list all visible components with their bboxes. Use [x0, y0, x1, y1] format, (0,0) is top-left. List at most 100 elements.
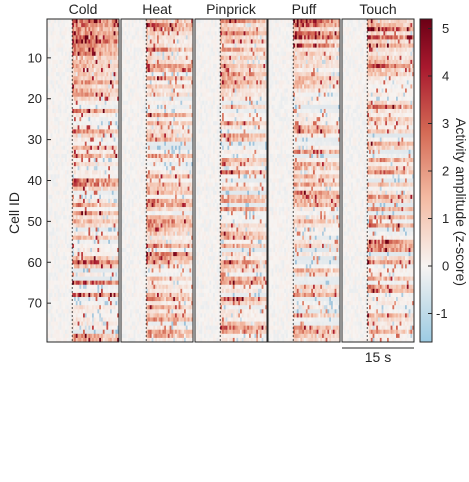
heat-cell: [90, 162, 93, 167]
heat-cell: [63, 260, 66, 265]
heat-cell: [106, 231, 109, 236]
heat-cell: [57, 239, 60, 245]
heat-cell: [128, 145, 131, 151]
heat-cell: [131, 100, 134, 106]
heat-cell: [169, 198, 172, 204]
heat-cell: [57, 153, 60, 159]
heat-cell: [113, 72, 116, 77]
heat-cell: [101, 23, 104, 28]
heat-cell: [111, 31, 114, 36]
heat-cell: [153, 31, 156, 36]
heat-cell: [162, 178, 165, 183]
heat-cell: [54, 63, 57, 69]
heat-cell: [106, 194, 109, 200]
heat-cell: [56, 68, 59, 73]
heat-cell: [54, 137, 57, 142]
heat-cell: [48, 329, 51, 335]
heat-cell: [50, 321, 53, 326]
heat-cell: [88, 280, 91, 286]
heat-cell: [146, 51, 149, 57]
heat-cell: [182, 194, 185, 200]
heat-cell: [184, 39, 187, 44]
heat-cell: [111, 39, 114, 44]
heat-cell: [167, 92, 170, 97]
heat-cell: [74, 76, 77, 81]
heat-cell: [111, 211, 114, 216]
heat-cell: [167, 68, 170, 73]
heat-cell: [126, 182, 129, 187]
heat-cell: [75, 186, 78, 192]
heat-cell: [148, 178, 151, 183]
heat-cell: [144, 158, 147, 163]
heat-cell: [182, 149, 185, 155]
heat-cell: [139, 80, 142, 85]
heat-cell: [178, 178, 181, 183]
heat-cell: [70, 268, 73, 273]
heat-cell: [79, 141, 82, 147]
heat-cell: [48, 333, 51, 339]
heat-cell: [74, 178, 77, 183]
heat-cell: [81, 170, 84, 175]
heat-cell: [158, 174, 161, 179]
heat-cell: [180, 141, 183, 147]
heat-cell: [140, 59, 143, 65]
heat-cell: [90, 174, 93, 179]
heat-cell: [84, 137, 87, 142]
heat-cell: [104, 68, 107, 73]
heat-cell: [185, 31, 188, 36]
heat-cell: [84, 227, 87, 232]
heat-cell: [68, 215, 71, 220]
heat-cell: [131, 117, 134, 122]
heat-cell: [97, 104, 100, 110]
heat-cell: [121, 100, 124, 106]
heat-cell: [113, 153, 116, 159]
heat-cell: [97, 211, 100, 216]
heat-cell: [99, 80, 102, 85]
heat-cell: [189, 117, 192, 122]
heat-cell: [167, 190, 170, 196]
heat-cell: [137, 194, 140, 200]
heat-cell: [92, 72, 95, 77]
heat-cell: [48, 133, 51, 138]
heat-cell: [111, 317, 114, 322]
heat-cell: [70, 113, 73, 118]
heat-cell: [47, 268, 50, 273]
heat-cell: [101, 207, 104, 212]
heat-cell: [56, 84, 59, 89]
heat-cell: [47, 63, 50, 69]
heat-cell: [110, 198, 113, 204]
heat-cell: [72, 31, 75, 36]
heat-cell: [142, 19, 145, 24]
heat-cell: [173, 63, 176, 69]
heat-cell: [148, 117, 151, 122]
heat-cell: [65, 309, 68, 314]
heat-cell: [151, 137, 154, 142]
heat-cell: [88, 137, 91, 142]
heat-cell: [130, 129, 133, 134]
heat-cell: [176, 174, 179, 179]
heat-cell: [155, 202, 158, 208]
heat-cell: [128, 55, 131, 61]
heat-cell: [50, 84, 53, 89]
heat-cell: [88, 301, 91, 306]
heat-cell: [104, 149, 107, 155]
heat-cell: [90, 47, 93, 53]
heat-cell: [54, 252, 57, 257]
heat-cell: [102, 202, 105, 208]
heat-cell: [175, 182, 178, 187]
heat-cell: [115, 104, 118, 110]
heat-cell: [128, 190, 131, 196]
heat-cell: [117, 121, 120, 126]
heat-cell: [99, 113, 102, 118]
heat-cell: [164, 43, 167, 48]
heat-cell: [63, 219, 66, 224]
heat-cell: [110, 149, 113, 155]
heat-cell: [117, 96, 120, 102]
heat-cell: [52, 84, 55, 89]
heat-cell: [90, 186, 93, 192]
heat-cell: [88, 313, 91, 318]
heat-cell: [187, 23, 190, 28]
heat-cell: [68, 182, 71, 187]
heat-cell: [126, 121, 129, 126]
heat-cell: [61, 329, 64, 335]
